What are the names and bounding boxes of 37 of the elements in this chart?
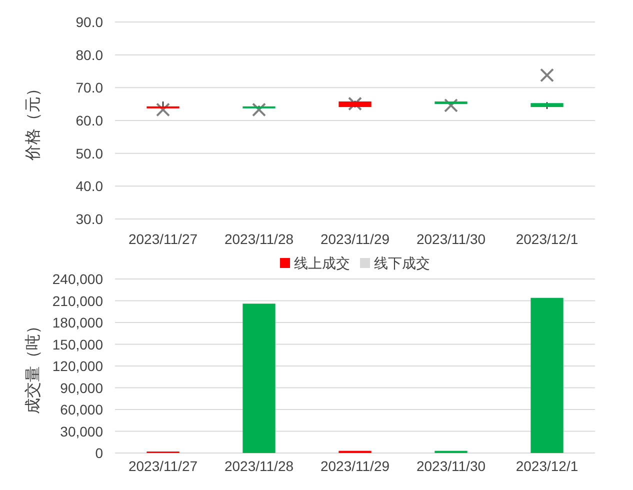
point xyxy=(444,98,458,112)
x-tick-label: 2023/11/28 xyxy=(224,458,294,474)
y-axis-title: 成交量（吨） xyxy=(24,318,42,414)
y-tick-label: 60,000 xyxy=(60,402,104,418)
y-tick-label: 30,000 xyxy=(60,423,104,440)
x-tick-label: 2023/11/29 xyxy=(320,458,390,474)
y-tick-label: 40.0 xyxy=(76,178,104,194)
y-tick-label: 50.0 xyxy=(76,145,104,162)
y-tick-label: 90,000 xyxy=(60,380,104,396)
bar xyxy=(530,298,564,453)
y-tick-label: 90.0 xyxy=(76,14,104,30)
x-tick-label: 2023/11/27 xyxy=(128,231,198,247)
y-tick-label: 120,000 xyxy=(52,358,104,374)
bar xyxy=(242,304,276,453)
legend-label: 线下成交 xyxy=(374,255,430,271)
y-tick-label: 240,000 xyxy=(52,271,104,287)
y-tick-label: 30.0 xyxy=(76,211,104,227)
y-tick-label: 80.0 xyxy=(76,46,104,63)
point xyxy=(348,96,362,111)
y-tick-label: 70.0 xyxy=(76,80,104,96)
y-tick-label: 210,000 xyxy=(52,292,104,309)
y-tick-label: 150,000 xyxy=(52,336,104,352)
x-tick-label: 2023/11/30 xyxy=(416,458,486,474)
x-tick-label: 2023/11/30 xyxy=(416,231,486,247)
y-axis-title: 价格（元） xyxy=(25,80,42,162)
y-tick-label: 0 xyxy=(95,445,104,461)
x-tick-label: 2023/11/29 xyxy=(320,231,390,247)
point xyxy=(540,68,554,82)
x-tick-label: 2023/12/1 xyxy=(516,231,578,247)
legend-label: 线上成交 xyxy=(294,255,350,271)
x-tick-label: 2023/11/27 xyxy=(128,458,198,474)
point xyxy=(252,102,266,117)
x-tick-label: 2023/11/28 xyxy=(224,231,294,247)
x-tick-label: 2023/12/1 xyxy=(516,458,578,474)
point xyxy=(156,102,170,117)
y-tick-label: 60.0 xyxy=(76,112,104,128)
y-tick-label: 180,000 xyxy=(52,314,104,330)
